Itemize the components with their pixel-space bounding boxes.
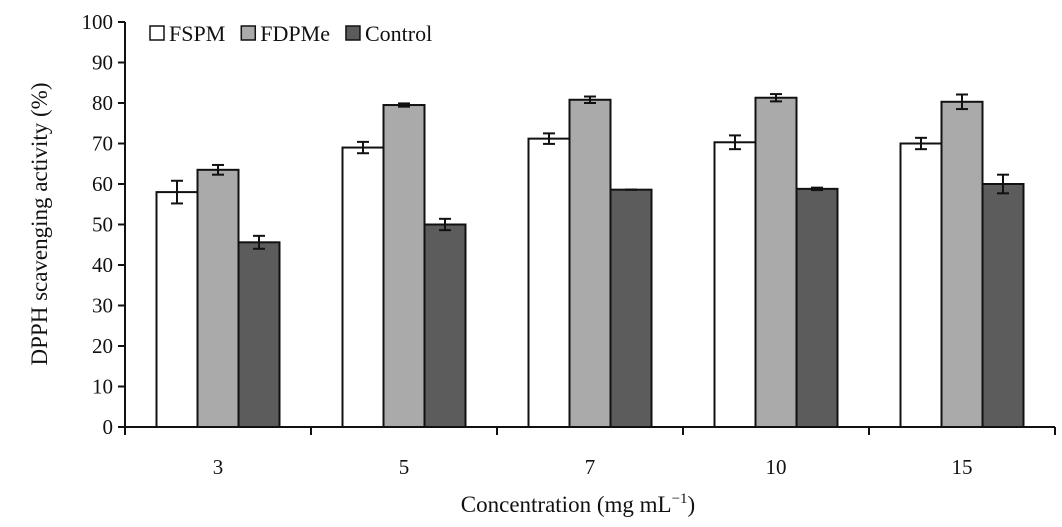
x-axis-title-end: ) [688,492,696,517]
bar-fspm-15 [899,142,943,428]
legend-swatch-control [345,25,361,41]
y-tick-label: 40 [92,253,113,277]
bar-fspm-7 [527,137,571,428]
bar-control-5 [423,223,467,428]
bar-control-15 [981,183,1025,428]
y-tick-label: 100 [82,10,114,34]
y-tick-label: 60 [92,172,113,196]
y-tick-label: 80 [92,91,113,115]
bar-control-3 [237,241,281,428]
x-tick-label: 15 [952,455,973,479]
y-axis-title: DPPH scavenging activity (%) [27,83,52,366]
y-tick-label: 10 [92,375,113,399]
x-tick-label: 10 [766,455,787,479]
y-tick-label: 20 [92,334,113,358]
bar-control-10 [795,187,839,428]
x-axis-title-superscript: −1 [672,491,688,507]
bar-fdpme-7 [568,98,612,428]
x-tick-label: 7 [585,455,596,479]
bar-control-7 [609,188,653,428]
y-tick-label: 0 [103,415,114,439]
bar-fspm-3 [155,191,199,428]
bar-fdpme-3 [196,168,240,428]
bar-fdpme-5 [382,104,426,429]
legend-swatch-fspm [149,25,165,41]
bar-fdpme-15 [940,100,984,428]
bar-fspm-5 [341,146,385,429]
bar-fspm-10 [713,141,757,428]
legend-label-control: Control [365,21,432,46]
plot-area: 0 10 20 30 40 50 60 70 80 90 100 3 5 7 10 15 [82,10,1056,479]
x-axis-title: Concentration (mg mL−1) [461,491,695,517]
x-tick-label: 3 [213,455,224,479]
bar-fdpme-10 [754,96,798,429]
x-tick-label: 5 [399,455,410,479]
y-tick-label: 90 [92,51,113,75]
y-tick-label: 30 [92,294,113,318]
legend: FSPM FDPMe Control [149,21,432,46]
y-tick-label: 70 [92,132,113,156]
y-tick-label: 50 [92,213,113,237]
legend-swatch-fdpme [240,25,257,41]
x-axis-title-main: Concentration (mg mL [461,492,672,517]
legend-label-fdpme: FDPMe [260,21,330,46]
legend-label-fspm: FSPM [169,21,225,46]
